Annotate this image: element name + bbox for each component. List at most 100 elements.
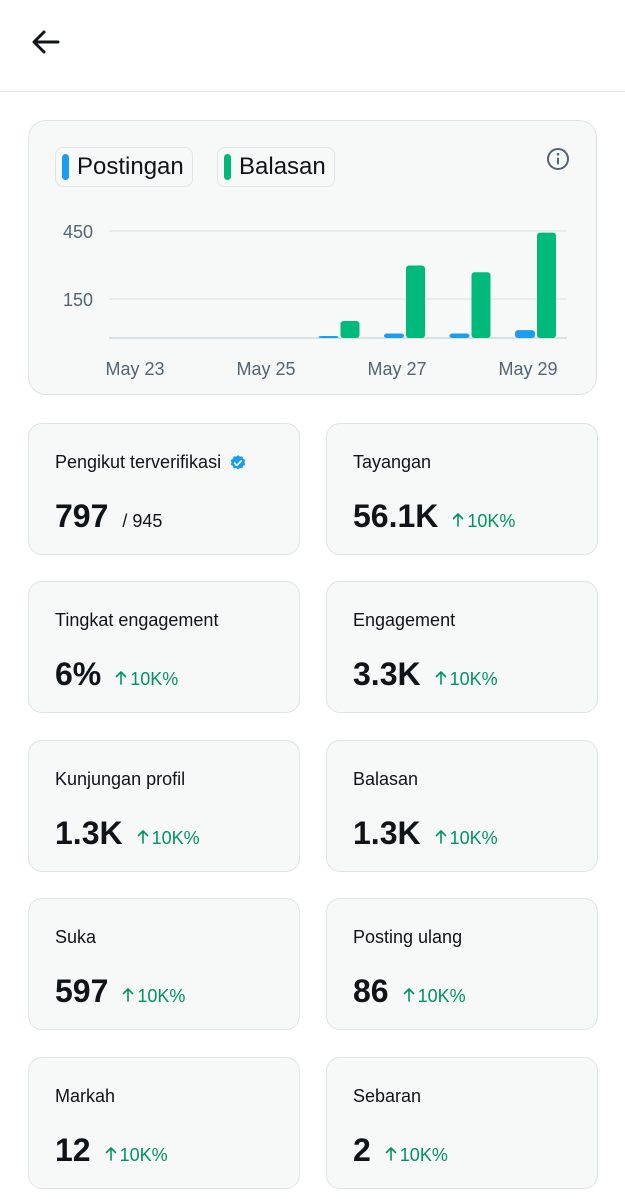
arrow-up-icon xyxy=(403,988,414,1002)
stat-card-sebaran[interactable]: Sebaran 2 10K% xyxy=(326,1057,598,1189)
arrow-up-icon xyxy=(115,671,127,685)
stat-label: Suka xyxy=(55,927,96,948)
stat-label-text: Pengikut terverifikasi xyxy=(55,452,222,472)
trend-value: 10K% xyxy=(151,828,200,848)
stat-card-pengikut-terverifikasi[interactable]: Pengikut terverifikasi 797 / 945 xyxy=(28,423,300,555)
stat-card-balasan[interactable]: Balasan 1.3K 10K% xyxy=(326,740,598,872)
trend-indicator: 10K% xyxy=(435,828,498,849)
stat-card-suka[interactable]: Suka 597 10K% xyxy=(28,898,300,1030)
stat-label-text: Tayangan xyxy=(353,452,432,472)
stat-value-row: 6% 10K% xyxy=(55,656,178,693)
arrow-up-icon xyxy=(453,513,464,527)
bar-postingan-may-27[interactable] xyxy=(384,333,404,338)
stat-value: 3.3K xyxy=(353,656,421,692)
stat-label: Balasan xyxy=(353,769,418,790)
stat-value: 86 xyxy=(353,973,389,1009)
arrow-up-icon xyxy=(385,1147,397,1161)
stat-value-row: 12 10K% xyxy=(55,1132,168,1169)
stat-value-row: 56.1K 10K% xyxy=(353,498,515,535)
trend-indicator: 10K% xyxy=(137,828,200,849)
activity-chart-card: Postingan Balasan 450 150 May 23 May 25 May … xyxy=(28,120,597,395)
stat-card-markah[interactable]: Markah 12 10K% xyxy=(28,1057,300,1189)
trend-value: 10K% xyxy=(130,669,179,689)
stat-label: Tayangan xyxy=(353,452,431,473)
stat-value: 797 xyxy=(55,498,109,534)
trend-value: 10K% xyxy=(467,511,516,531)
stat-label-text: Suka xyxy=(55,927,97,947)
stat-value-row: 86 10K% xyxy=(353,973,466,1010)
legend-chip-postingan[interactable]: Postingan xyxy=(55,147,193,187)
arrow-up-icon xyxy=(137,830,148,844)
stat-label-text: Engagement xyxy=(353,610,456,630)
bar-balasan-may-27[interactable] xyxy=(406,265,425,338)
stat-total: / 945 xyxy=(122,511,163,531)
bar-postingan-may-29[interactable] xyxy=(515,330,535,338)
back-button[interactable] xyxy=(26,22,66,62)
legend-label-postingan: Postingan xyxy=(77,153,184,180)
arrow-up-icon xyxy=(435,830,446,844)
bar-chart: 450 150 May 23 May 25 May 27 May 29 xyxy=(63,222,567,379)
y-tick-label: 150 xyxy=(63,290,93,310)
trend-value: 10K% xyxy=(417,986,466,1006)
trend-indicator: 10K% xyxy=(435,669,498,690)
stat-label-text: Markah xyxy=(55,1086,116,1106)
stat-label: Posting ulang xyxy=(353,927,462,948)
stat-label: Kunjungan profil xyxy=(55,769,185,790)
bar-balasan-may-29[interactable] xyxy=(537,232,556,338)
x-tick-label: May 25 xyxy=(236,359,295,379)
trend-indicator: 10K% xyxy=(452,511,515,532)
x-tick-label: May 29 xyxy=(498,359,557,379)
stat-value: 2 xyxy=(353,1132,371,1168)
trend-value: 10K% xyxy=(119,1145,168,1165)
info-icon[interactable] xyxy=(546,147,570,171)
postingan-swatch xyxy=(62,154,69,180)
trend-value: 10K% xyxy=(399,1145,448,1165)
top-bar xyxy=(0,0,625,92)
balasan-swatch xyxy=(224,154,231,180)
arrow-up-icon xyxy=(123,988,134,1002)
trend-indicator: 10K% xyxy=(385,1145,448,1166)
stat-card-kunjungan-profil[interactable]: Kunjungan profil 1.3K 10K% xyxy=(28,740,300,872)
arrow-up-icon xyxy=(435,671,446,685)
stat-label: Engagement xyxy=(353,610,455,631)
verified-badge-icon xyxy=(230,454,246,470)
legend-chip-balasan[interactable]: Balasan xyxy=(217,147,335,187)
bar-balasan-may-26[interactable] xyxy=(340,321,360,338)
bar-postingan-may-28[interactable] xyxy=(449,333,470,338)
bar-postingan-may-26[interactable] xyxy=(318,336,339,338)
stat-card-tayangan[interactable]: Tayangan 56.1K 10K% xyxy=(326,423,598,555)
stat-value: 56.1K xyxy=(353,498,439,534)
legend-label-balasan: Balasan xyxy=(239,153,326,180)
stat-card-posting-ulang[interactable]: Posting ulang 86 10K% xyxy=(326,898,598,1030)
stat-value-row: 797 / 945 xyxy=(55,498,162,535)
trend-value: 10K% xyxy=(449,669,498,689)
stat-label-text: Balasan xyxy=(353,769,419,789)
stat-card-tingkat-engagement[interactable]: Tingkat engagement 6% 10K% xyxy=(28,581,300,713)
stat-value: 6% xyxy=(55,656,102,692)
arrow-left-icon xyxy=(32,30,60,54)
x-tick-label: May 27 xyxy=(367,359,426,379)
stat-value-row: 3.3K 10K% xyxy=(353,656,498,693)
trend-value: 10K% xyxy=(137,986,186,1006)
stat-label-text: Tingkat engagement xyxy=(55,610,219,630)
x-tick-label: May 23 xyxy=(105,359,164,379)
y-tick-label: 450 xyxy=(63,222,93,242)
stat-value-row: 2 10K% xyxy=(353,1132,448,1169)
stat-label: Markah xyxy=(55,1086,115,1107)
bar-balasan-may-28[interactable] xyxy=(471,272,491,338)
arrow-up-icon xyxy=(105,1147,116,1161)
stat-label: Pengikut terverifikasi xyxy=(55,452,247,473)
stat-label-text: Sebaran xyxy=(353,1086,422,1106)
stat-label-text: Kunjungan profil xyxy=(55,769,186,789)
stat-value-row: 597 10K% xyxy=(55,973,185,1010)
trend-indicator: 10K% xyxy=(105,1145,168,1166)
stat-value-row: 1.3K 10K% xyxy=(55,815,200,852)
stat-label-text: Posting ulang xyxy=(353,927,463,947)
trend-indicator: 10K% xyxy=(403,986,466,1007)
stat-value: 597 xyxy=(55,973,109,1009)
stat-value-row: 1.3K 10K% xyxy=(353,815,498,852)
trend-indicator: 10K% xyxy=(122,986,185,1007)
trend-indicator: 10K% xyxy=(115,669,178,690)
trend-value: 10K% xyxy=(449,828,498,848)
stat-card-engagement[interactable]: Engagement 3.3K 10K% xyxy=(326,581,598,713)
